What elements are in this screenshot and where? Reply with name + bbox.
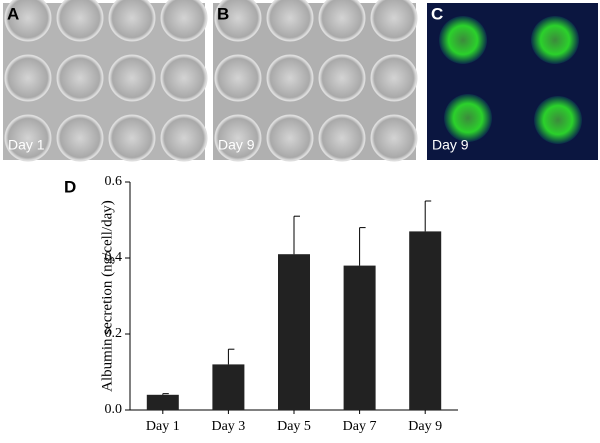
panel-caption: Day 1: [8, 137, 45, 153]
colony: [4, 0, 52, 42]
colony: [266, 54, 314, 102]
panel-caption: Day 9: [218, 137, 255, 153]
bar: [278, 254, 310, 410]
y-tick-label: 0.6: [105, 174, 123, 189]
colony: [266, 0, 314, 42]
micrograph-b: [213, 0, 418, 162]
colony: [534, 96, 582, 144]
colony: [56, 114, 104, 162]
x-tick-label: Day 1: [146, 419, 180, 434]
colony: [214, 0, 262, 42]
bar: [212, 364, 245, 410]
x-tick-label: Day 9: [408, 419, 442, 434]
x-tick-label: Day 3: [211, 419, 245, 434]
micrograph-c: [427, 3, 598, 160]
colony: [370, 114, 418, 162]
colony: [4, 54, 52, 102]
colony: [108, 54, 156, 102]
panel-letter: B: [217, 4, 229, 23]
panel-letter: D: [64, 177, 76, 196]
colony: [56, 0, 104, 42]
colony: [266, 114, 314, 162]
colony: [318, 0, 366, 42]
panel-caption: Day 9: [432, 137, 469, 153]
colony: [160, 114, 208, 162]
bar: [146, 394, 179, 410]
colony: [370, 54, 418, 102]
colony: [108, 114, 156, 162]
panel-letter: A: [7, 4, 19, 23]
x-tick-label: Day 5: [277, 419, 311, 434]
colony: [531, 16, 579, 64]
colony: [370, 0, 418, 42]
y-tick-label: 0.2: [105, 326, 123, 341]
bar: [409, 231, 442, 410]
colony: [214, 54, 262, 102]
colony: [444, 94, 492, 142]
panel-letter: C: [431, 4, 443, 23]
colony: [108, 0, 156, 42]
y-tick-label: 0.4: [105, 250, 123, 265]
colony: [439, 16, 487, 64]
colony: [56, 54, 104, 102]
colony: [160, 0, 208, 42]
colony: [4, 114, 52, 162]
y-tick-label: 0.0: [105, 402, 123, 417]
x-tick-label: Day 7: [343, 419, 377, 434]
colony: [160, 54, 208, 102]
y-axis-label: Albumin secretion (ng/cell/day): [99, 200, 115, 392]
colony: [318, 114, 366, 162]
micrograph-a: [3, 0, 208, 162]
colony: [214, 114, 262, 162]
bar: [343, 265, 376, 410]
colony: [318, 54, 366, 102]
